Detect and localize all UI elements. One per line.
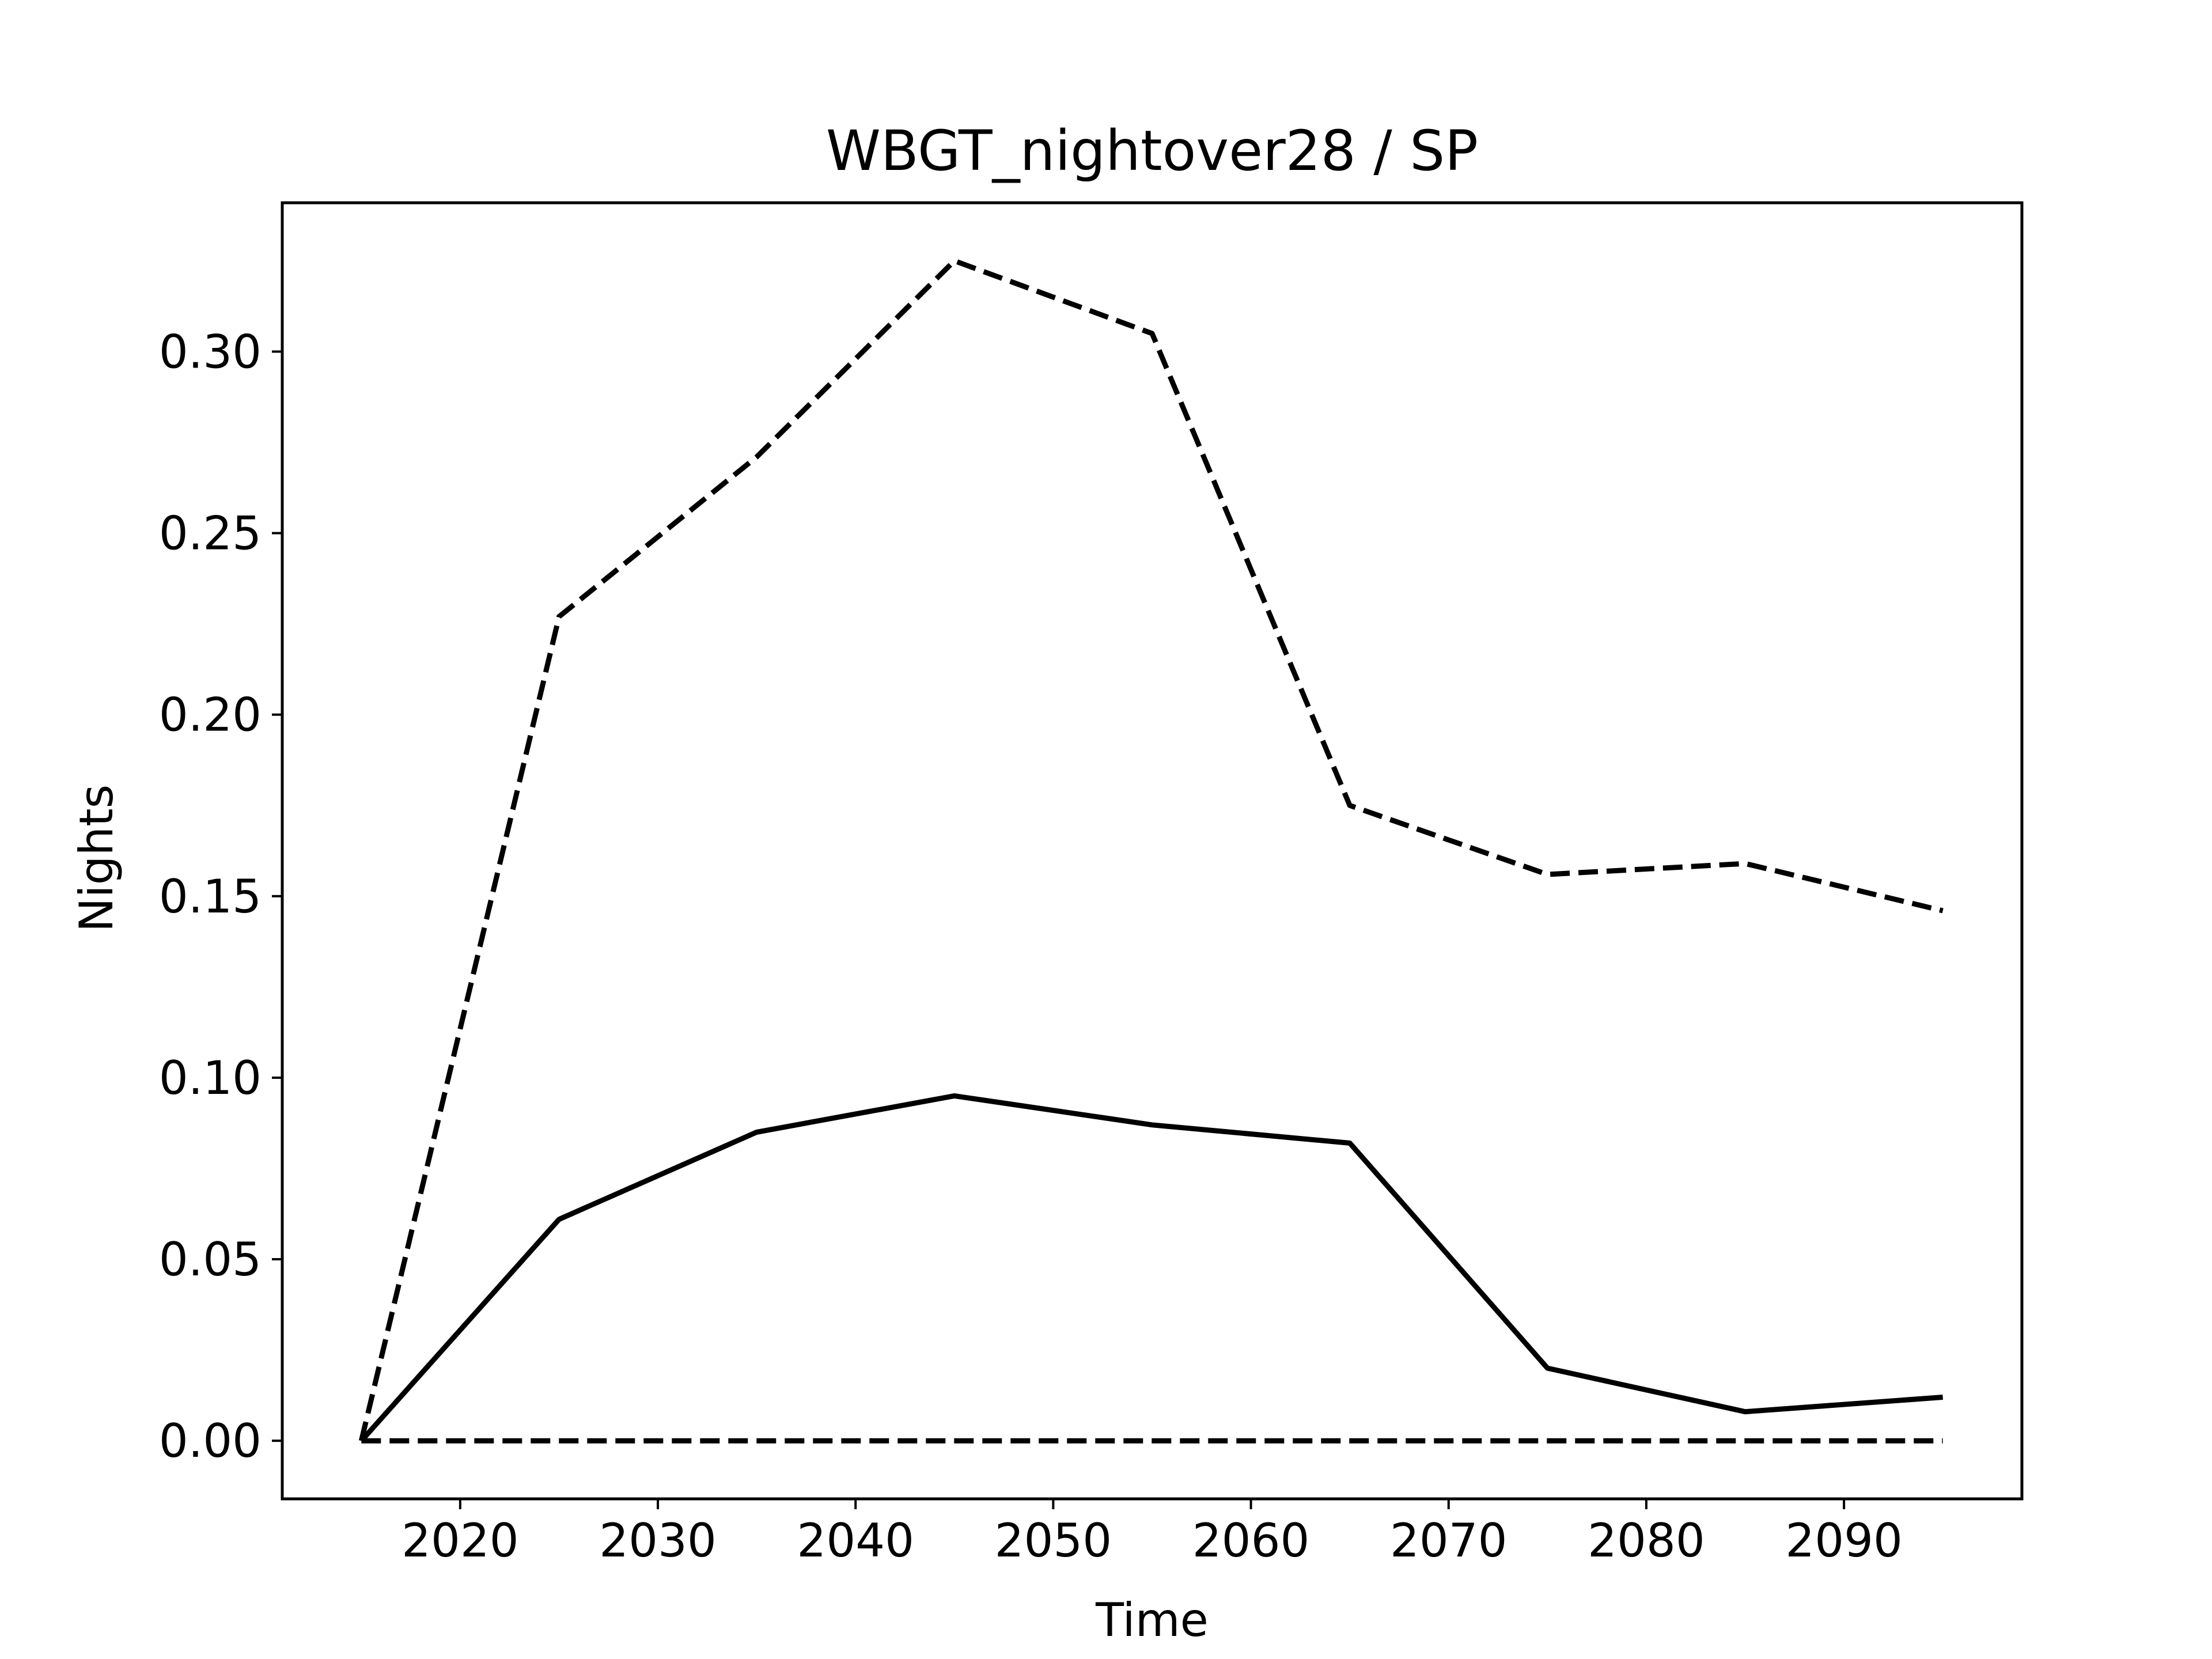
x-tick-label: 2090 (1785, 1514, 1903, 1567)
y-axis: 0.00 0.05 0.10 0.15 0.20 0.25 0.30 (159, 325, 282, 1468)
y-axis-label: Nights (70, 785, 123, 933)
x-tick-label: 2080 (1588, 1514, 1705, 1567)
y-tick-label: 0.25 (159, 507, 262, 560)
x-tick-label: 2040 (797, 1514, 914, 1567)
x-tick-label: 2020 (402, 1514, 519, 1567)
y-tick-label: 0.20 (159, 688, 262, 742)
x-tick-label: 2070 (1390, 1514, 1508, 1567)
y-tick-label: 0.10 (159, 1051, 262, 1105)
y-tick-label: 0.05 (159, 1233, 262, 1286)
y-tick-label: 0.00 (159, 1414, 262, 1468)
plot-frame (281, 201, 2024, 1501)
plot-area (358, 258, 1944, 1444)
x-axis: 2020 2030 2040 2050 2060 2070 2080 2090 (402, 1499, 1903, 1567)
x-axis-label: Time (1095, 1593, 1209, 1647)
chart-title: WBGT_nightover28 / SP (826, 119, 1478, 183)
x-tick-label: 2030 (599, 1514, 717, 1567)
series-line-1-solid (359, 1093, 1944, 1443)
x-tick-label: 2050 (995, 1514, 1112, 1567)
y-tick-label: 0.15 (159, 870, 262, 923)
series-line-2-dashed (358, 258, 1944, 1442)
x-tick-label: 2060 (1192, 1514, 1310, 1567)
y-tick-label: 0.30 (159, 325, 262, 378)
